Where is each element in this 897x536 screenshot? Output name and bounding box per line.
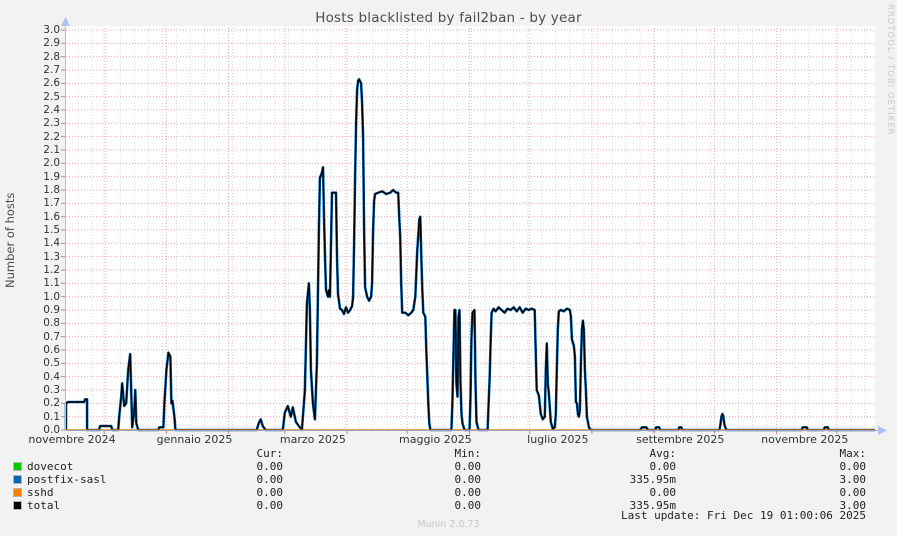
y-tick-label: 1.0 [43, 290, 60, 303]
y-tick-label: 1.4 [43, 237, 60, 250]
y-tick-label: 2.2 [43, 130, 60, 143]
y-tick-label: 1.7 [43, 197, 60, 210]
y-tick-label: 3.0 [43, 24, 60, 36]
y-tick-label: 2.4 [43, 104, 60, 116]
legend-column-header: Avg: [649, 447, 677, 460]
y-tick-label: 0.5 [43, 357, 60, 370]
legend-label-dovecot: dovecot [27, 460, 74, 473]
x-tick-label: gennaio 2025 [156, 433, 233, 446]
legend-value: 0.00 [454, 460, 482, 473]
x-tick-label: maggio 2025 [399, 433, 472, 446]
legend-value: 0.00 [256, 486, 284, 499]
legend-column-header: Min: [454, 447, 482, 460]
legend-value: 0.00 [649, 460, 677, 473]
y-tick-label: 0.1 [43, 410, 60, 423]
y-tick-label: 0.8 [43, 317, 60, 330]
chart-title: Hosts blacklisted by fail2ban - by year [315, 10, 582, 26]
x-tick-label: novembre 2024 [28, 433, 116, 446]
y-tick-label: 2.1 [43, 144, 60, 156]
legend-value: 0.00 [839, 460, 867, 473]
y-tick-label: 0.3 [43, 384, 60, 396]
x-tick-label: settembre 2025 [636, 433, 725, 446]
legend-swatch-sshd [13, 488, 22, 497]
legend-value: 0.00 [839, 486, 867, 499]
y-tick-label: 2.9 [43, 37, 60, 50]
y-tick-label: 2.6 [43, 77, 60, 90]
legend-swatch-postfix-sasl [13, 475, 22, 484]
y-tick-label: 1.9 [43, 170, 60, 183]
legend-swatch-dovecot [13, 462, 22, 471]
legend-value: 0.00 [454, 473, 482, 486]
x-tick-label: marzo 2025 [279, 433, 346, 446]
y-tick-label: 1.3 [43, 250, 60, 263]
y-tick-label: 2.8 [43, 50, 60, 63]
y-tick-label: 0.6 [43, 344, 60, 356]
y-tick-label: 0.4 [43, 370, 60, 383]
series-line-total [65, 78, 875, 431]
y-tick-label: 2.5 [43, 90, 60, 103]
y-tick-label: 1.6 [43, 210, 60, 223]
y-tick-label: 1.5 [43, 224, 60, 236]
munin-version-text: Munin 2.0.73 [417, 519, 480, 530]
legend-value: 0.00 [454, 499, 482, 512]
y-tick-label: 0.7 [43, 330, 60, 343]
y-tick-label: 0.2 [43, 397, 60, 410]
legend-value: 0.00 [256, 460, 284, 473]
y-tick-label: 2.7 [43, 64, 60, 76]
legend-value: 0.00 [256, 499, 284, 512]
x-axis-arrow-icon [878, 426, 887, 435]
y-tick-label: 2.0 [43, 157, 60, 170]
legend-value: 335.95m [629, 499, 676, 512]
legend-value: 0.00 [649, 486, 677, 499]
x-tick-label: luglio 2025 [527, 433, 589, 446]
legend-value: 0.00 [454, 486, 482, 499]
legend-label-sshd: sshd [27, 486, 54, 499]
legend-label-postfix-sasl: postfix-sasl [27, 473, 107, 486]
y-tick-label: 1.2 [43, 264, 60, 276]
y-tick-label: 0.0 [43, 424, 60, 436]
legend-value: 335.95m [629, 473, 676, 486]
rrdtool-watermark: RRDTOOL / TOBI OETIKER [885, 4, 895, 136]
y-axis-arrow-icon [61, 17, 70, 26]
x-tick-label: novembre 2025 [761, 433, 849, 446]
y-tick-label: 1.1 [43, 277, 60, 290]
last-update-text: Last update: Fri Dec 19 01:00:06 2025 [620, 509, 866, 522]
legend-value: 3.00 [839, 473, 867, 486]
y-tick-label: 0.9 [43, 304, 60, 316]
legend-column-header: Max: [839, 447, 867, 460]
y-tick-label: 1.8 [43, 184, 60, 196]
legend-value: 0.00 [256, 473, 284, 486]
legend-value: 3.00 [839, 499, 867, 512]
legend-swatch-total [13, 501, 22, 510]
legend-column-header: Cur: [256, 447, 284, 460]
legend-label-total: total [27, 499, 61, 512]
y-tick-label: 2.3 [43, 117, 60, 130]
